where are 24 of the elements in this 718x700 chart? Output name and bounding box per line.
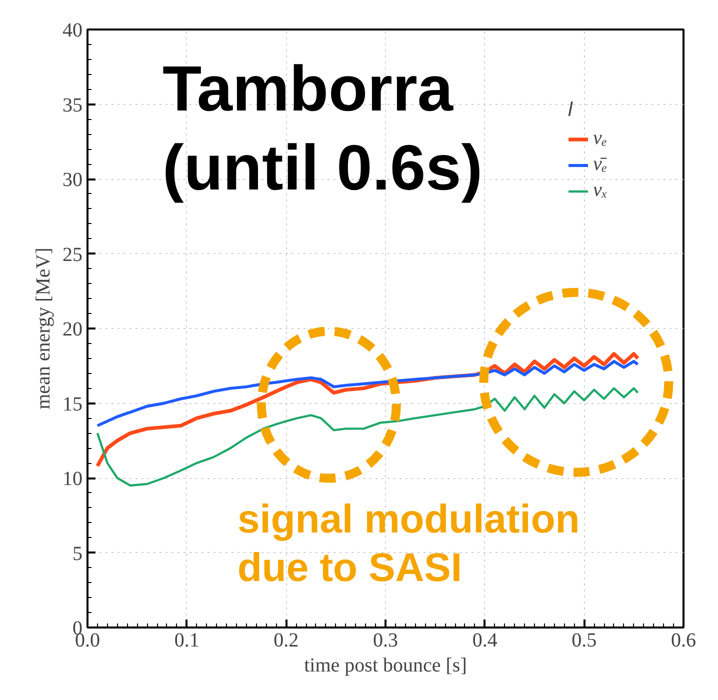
- x-tick-label: 0.2: [274, 630, 299, 652]
- x-axis-title: time post bounce [s]: [304, 654, 467, 676]
- y-tick-label: 5: [72, 542, 82, 565]
- y-tick-label: 25: [62, 244, 82, 266]
- line-series: [96, 387, 639, 487]
- x-tick-label: 0.4: [472, 630, 498, 652]
- y-tick-label: 20: [62, 318, 82, 340]
- line-series: [96, 360, 640, 428]
- legend-title: l: [568, 99, 574, 122]
- y-tick-label: 35: [62, 94, 82, 116]
- legend-label: νₓ: [593, 179, 609, 202]
- legend-label: ν̄ₑ: [593, 153, 608, 176]
- y-tick-label: 15: [62, 393, 82, 416]
- annotation: signal modulation due to SASI: [238, 498, 580, 590]
- x-tick-label: 0.1: [174, 630, 200, 652]
- y-tick-label: 40: [62, 20, 82, 42]
- x-tick-label: 0.3: [373, 630, 398, 652]
- y-tick-label: 30: [62, 169, 82, 191]
- x-tick-label: 0.5: [572, 630, 597, 652]
- y-tick-label: 10: [62, 468, 82, 490]
- x-tick-label: 0.6: [671, 630, 696, 652]
- annotation: Tamborra (until 0.6s): [162, 52, 483, 204]
- legend-label: νₑ: [593, 127, 608, 150]
- y-axis-title: mean energy [MeV]: [32, 248, 54, 410]
